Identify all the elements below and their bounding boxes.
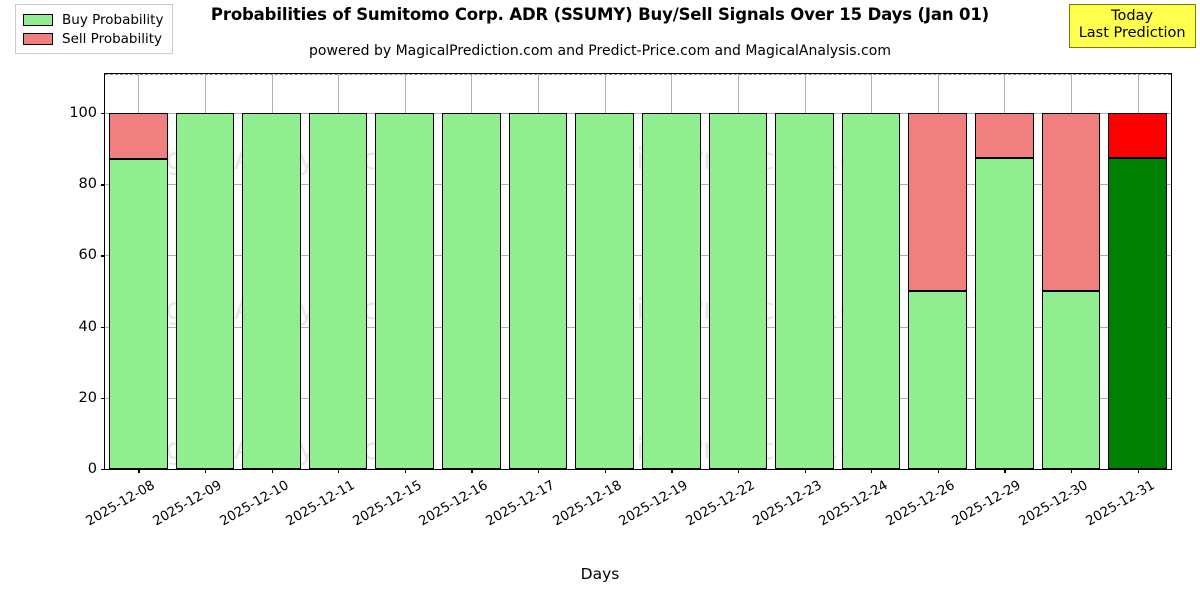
y-axis-tick bbox=[101, 184, 105, 186]
x-axis-tick-label: 2025-12-08 bbox=[83, 478, 158, 530]
bar-group[interactable] bbox=[175, 74, 235, 469]
bar-group[interactable] bbox=[708, 74, 768, 469]
today-annotation-line1: Today bbox=[1111, 8, 1154, 24]
bar-segment-sell[interactable] bbox=[108, 113, 168, 160]
gridline-horizontal bbox=[105, 326, 1171, 328]
x-axis-tick bbox=[271, 469, 273, 473]
x-axis-tick bbox=[471, 469, 473, 473]
chart-subtitle: powered by MagicalPrediction.com and Pre… bbox=[309, 43, 891, 59]
bar-segment-sell[interactable] bbox=[1041, 113, 1101, 292]
bar-segment-buy[interactable] bbox=[508, 113, 568, 469]
bar-segment-buy[interactable] bbox=[175, 113, 235, 469]
bar-segment-buy[interactable] bbox=[375, 113, 435, 469]
bar-segment-buy[interactable] bbox=[575, 113, 634, 469]
gridline-horizontal bbox=[105, 184, 1171, 186]
gridline-horizontal bbox=[105, 397, 1171, 399]
legend-item-buy[interactable]: Buy Probability bbox=[23, 10, 163, 29]
x-axis-label: Days bbox=[580, 565, 620, 583]
y-axis-tick-label: 80 bbox=[78, 176, 97, 193]
y-axis-tick bbox=[101, 469, 105, 471]
bar-segment-buy[interactable] bbox=[775, 113, 834, 469]
y-axis-tick-label: 40 bbox=[78, 318, 97, 335]
bar-segment-buy[interactable] bbox=[242, 113, 301, 469]
bar-segment-buy[interactable] bbox=[841, 113, 901, 469]
x-axis-tick bbox=[1004, 469, 1006, 473]
x-axis-tick bbox=[937, 469, 939, 473]
x-axis-tick bbox=[404, 469, 406, 473]
bar-group[interactable] bbox=[308, 74, 368, 469]
y-axis-tick-label: 60 bbox=[78, 247, 97, 264]
bar-group[interactable] bbox=[508, 74, 568, 469]
bar-segment-buy[interactable] bbox=[908, 291, 968, 469]
threshold-line bbox=[105, 74, 1171, 75]
x-axis-tick bbox=[737, 469, 740, 473]
legend-swatch-buy bbox=[23, 13, 53, 26]
legend-item-sell[interactable]: Sell Probability bbox=[23, 29, 163, 48]
x-axis-tick bbox=[138, 469, 140, 473]
bar-group[interactable] bbox=[1108, 74, 1167, 469]
bar-segment-buy[interactable] bbox=[1108, 157, 1167, 469]
today-annotation: Today Last Prediction bbox=[1068, 4, 1196, 49]
y-axis-tick bbox=[101, 255, 105, 257]
x-axis-tick bbox=[338, 469, 340, 473]
chart-title: Probabilities of Sumitomo Corp. ADR (SSU… bbox=[210, 5, 990, 24]
bar-group[interactable] bbox=[108, 74, 168, 469]
bar-segment-buy[interactable] bbox=[442, 113, 501, 469]
y-axis-tick-label: 0 bbox=[87, 461, 97, 477]
x-axis-tick bbox=[671, 469, 673, 473]
y-axis-tick bbox=[101, 397, 105, 400]
legend-label-sell: Sell Probability bbox=[62, 30, 163, 47]
bar-group[interactable] bbox=[1041, 74, 1101, 469]
bar-group[interactable] bbox=[575, 74, 634, 469]
legend-swatch-sell bbox=[23, 32, 53, 45]
plot-area: MagicalAnalysis.comMagicalPrediction.com… bbox=[69, 73, 1172, 529]
x-axis-tick bbox=[204, 469, 207, 473]
legend-label-buy: Buy Probability bbox=[62, 11, 164, 28]
bar-group[interactable] bbox=[975, 74, 1034, 469]
today-annotation-line2: Last Prediction bbox=[1078, 25, 1186, 42]
bar-group[interactable] bbox=[442, 74, 501, 469]
gridline-horizontal bbox=[105, 113, 1171, 115]
x-axis-tick bbox=[871, 469, 873, 473]
x-axis-tick bbox=[1137, 469, 1139, 473]
bar-segment-sell[interactable] bbox=[1108, 113, 1167, 158]
x-axis-tick bbox=[538, 469, 540, 473]
x-axis-tick bbox=[804, 469, 806, 473]
y-axis-tick-label: 20 bbox=[78, 389, 97, 406]
bar-segment-sell[interactable] bbox=[975, 113, 1034, 158]
bar-segment-buy[interactable] bbox=[1041, 291, 1101, 469]
bar-segment-buy[interactable] bbox=[708, 113, 768, 469]
y-axis-tick bbox=[101, 326, 105, 328]
bar-group[interactable] bbox=[908, 74, 968, 469]
x-axis-tick bbox=[1071, 469, 1073, 473]
bar-group[interactable] bbox=[775, 74, 834, 469]
bar-segment-buy[interactable] bbox=[641, 113, 701, 469]
gridline-horizontal bbox=[105, 255, 1171, 257]
y-axis-tick bbox=[101, 113, 105, 115]
bar-segment-buy[interactable] bbox=[975, 157, 1034, 469]
chart-legend: Buy Probability Sell Probability bbox=[15, 4, 174, 54]
y-axis-tick-label: 100 bbox=[69, 105, 97, 122]
bar-group[interactable] bbox=[242, 74, 301, 469]
bar-segment-buy[interactable] bbox=[308, 113, 368, 469]
bar-group[interactable] bbox=[841, 74, 901, 469]
bar-segment-sell[interactable] bbox=[908, 113, 968, 292]
x-axis-tick bbox=[604, 469, 606, 473]
bar-group[interactable] bbox=[375, 74, 435, 469]
bar-group[interactable] bbox=[641, 74, 701, 469]
bar-segment-buy[interactable] bbox=[108, 159, 168, 469]
